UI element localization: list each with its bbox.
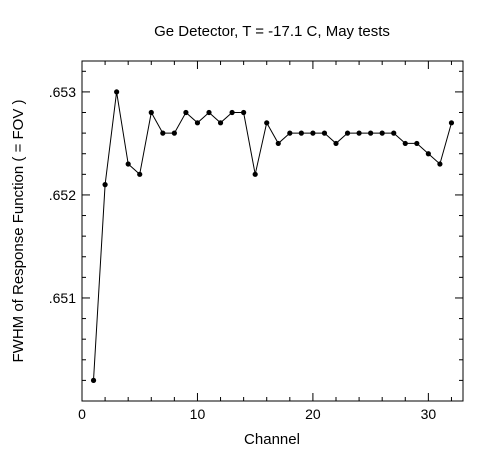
- y-tick-label: .652: [49, 187, 76, 203]
- data-point: [102, 182, 108, 188]
- x-axis-title: Channel: [244, 431, 300, 448]
- x-tick-label: 20: [305, 406, 321, 422]
- y-tick-label: .653: [49, 84, 76, 100]
- data-point: [298, 130, 304, 136]
- data-point: [356, 130, 362, 136]
- data-point: [310, 130, 316, 136]
- data-point: [252, 171, 258, 177]
- series-layer: [90, 89, 455, 383]
- data-point: [333, 140, 339, 147]
- x-tick-label: 10: [190, 406, 206, 422]
- data-point: [425, 151, 431, 157]
- data-point: [171, 130, 177, 136]
- data-point: [275, 140, 281, 147]
- plot-frame: [81, 60, 464, 402]
- data-point: [148, 109, 154, 116]
- data-point: [379, 130, 385, 136]
- axis-ticks: [82, 61, 463, 401]
- data-point: [229, 109, 235, 116]
- series-line: [93, 91, 452, 381]
- data-point: [391, 130, 397, 136]
- data-point: [344, 130, 351, 136]
- y-tick-label: .651: [49, 290, 76, 306]
- data-point: [206, 109, 212, 116]
- data-point: [402, 140, 408, 147]
- data-point: [160, 130, 166, 136]
- x-tick-label: 0: [78, 406, 86, 422]
- y-axis-title: FWHM of Response Function ( = FOV ): [10, 100, 27, 363]
- data-point: [241, 109, 247, 116]
- data-point: [183, 109, 189, 116]
- chart-title: Ge Detector, T = -17.1 C, May tests: [154, 23, 390, 40]
- data-point: [287, 130, 293, 136]
- data-point: [194, 120, 201, 126]
- data-point: [448, 120, 455, 126]
- data-point: [125, 161, 131, 167]
- data-point: [90, 377, 97, 383]
- data-point: [437, 161, 443, 167]
- data-point: [321, 130, 328, 136]
- axis-tick-labels: 0 10 20 30 .651 .652 .653: [49, 84, 437, 422]
- data-point: [217, 120, 224, 126]
- data-point: [368, 130, 374, 136]
- data-point: [137, 171, 143, 177]
- data-point: [114, 89, 120, 95]
- data-point: [414, 140, 420, 147]
- data-point: [264, 120, 270, 126]
- x-tick-label: 30: [421, 406, 437, 422]
